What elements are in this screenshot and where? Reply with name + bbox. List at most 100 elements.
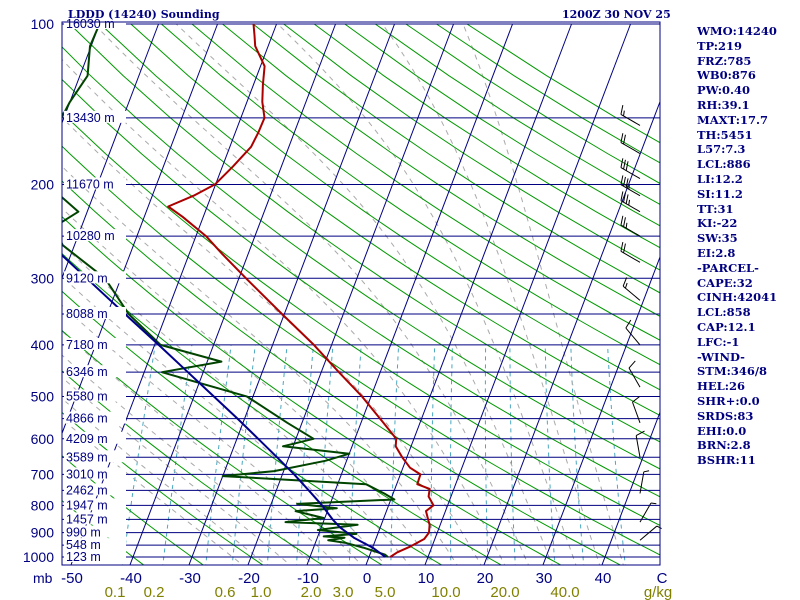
wind-barb [639,525,662,541]
height-label: 3010 m [66,467,108,481]
index-item: EHI:0.0 [697,423,747,438]
wind-barb-flag [620,191,624,201]
temperature-tick-label: 10 [418,570,435,587]
index-item: FRZ:785 [697,53,752,68]
dry-adiabat-line [62,290,443,565]
wind-barb-staff [622,285,641,301]
moist-adiabat-line [462,23,624,565]
wind-barb-flag [625,222,628,229]
height-label: 2462 m [66,483,108,497]
dry-adiabat-line [62,455,205,565]
mixing-ratio-label: 10.0 [431,584,460,600]
index-item: WB0:876 [697,68,756,83]
height-label: 10280 m [66,229,115,243]
moist-adiabat-line [62,397,268,565]
index-item: RH:39.1 [697,97,750,112]
moist-adiabat-line [62,330,339,565]
wind-barb-staff [625,327,641,346]
isotherm-line [365,23,573,565]
index-item: SI:11.2 [697,186,743,201]
wind-barb-flag [623,110,625,117]
height-label: 1947 m [66,498,108,512]
pressure-tick-label: 700 [31,466,55,482]
height-label: 16030 m [66,17,115,31]
wind-barb-flag [643,470,650,473]
wind-barb-staff [620,167,641,180]
temperature-tick-label: -40 [120,570,142,587]
sounding-time: 1200Z 30 NOV 25 [562,8,671,21]
wind-barb-staff [639,471,645,494]
wind-barb-flag [628,183,631,190]
mixing-ratio-line [162,344,193,565]
height-label-bg [64,550,126,562]
height-label: 8088 m [66,307,108,321]
wind-barb-flag [622,277,628,287]
height-label: 5580 m [66,390,108,404]
height-label: 1457 m [66,512,108,526]
wind-barb-flag [620,105,624,115]
wind-barb-staff [620,250,641,263]
wind-barb [620,175,641,197]
height-label-bg [64,512,126,525]
mixing-ratio-label: 20.0 [490,584,519,600]
index-item: -PARCEL- [697,260,759,275]
height-label-bg [64,450,126,463]
dry-adiabat-line [62,145,660,556]
height-label-bg [64,538,126,551]
mixing-ratio-line [484,344,489,565]
isotherm-line [188,23,396,565]
moist-adiabat-line [62,116,482,565]
wind-barb-staff [620,200,641,213]
height-label: 13430 m [66,111,115,125]
plot-frame [61,21,661,566]
temperature-tick-label: -30 [179,570,201,587]
height-label: 7180 m [66,338,108,352]
wind-barb-staff [620,184,641,197]
moist-adiabat-line [62,354,315,565]
mixing-ratio-line [122,344,156,565]
moist-adiabat-line [175,23,553,565]
isotherm-line [542,255,660,565]
mixing-ratio-line [205,344,232,565]
isotherm-line [601,410,660,565]
wind-barb [625,319,641,346]
isotherm-line [424,23,632,565]
pressure-tick-label: 100 [31,16,55,32]
moist-adiabat-line [62,243,410,565]
mixing-ratio-label: 3.0 [333,584,354,600]
wind-barb [620,133,641,154]
temperature-tick-label: 20 [477,570,494,587]
height-label-bg [64,525,126,538]
wind-barb-flag [623,159,626,170]
wind-barb [622,277,641,301]
station-title: LDDD (14240) Sounding [68,8,220,21]
wind-barb-flag [623,176,626,187]
wind-barb-flag [650,502,657,505]
wind-barb-flag [623,217,626,227]
dry-adiabat-line [62,180,622,565]
temperature-tick-label: 0 [363,570,371,587]
mixing-ratio-label: 0.2 [144,584,165,600]
height-label-bg [64,229,126,242]
index-item: LCL:886 [697,157,751,172]
wind-barb-flag [623,243,626,253]
height-label-bg [64,498,126,511]
index-item: SW:35 [697,231,738,246]
mixing-ratio-label: g/kg [644,584,672,600]
height-label-bg [64,365,126,378]
height-label-bg [64,411,126,424]
wind-barb [639,470,650,494]
dry-adiabat-line [62,216,562,565]
height-label-bg [64,110,126,123]
wind-barb [620,215,641,237]
wind-barb-staff [628,367,641,388]
mixing-ratio-line [266,344,288,565]
index-item: TP:219 [697,38,743,53]
dry-adiabat-line [62,329,383,565]
height-label: 11670 m [66,177,114,191]
wind-barb-flag [625,178,629,188]
index-item: -WIND- [697,349,745,364]
pressure-tick-label: 400 [31,337,55,353]
wind-barb-flag [628,199,631,206]
